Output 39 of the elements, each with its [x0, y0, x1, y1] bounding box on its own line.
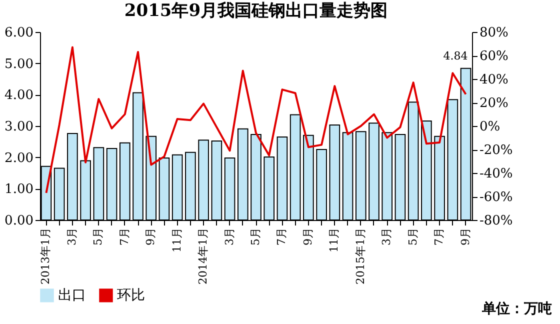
y-tick-label: 4.00: [4, 88, 34, 104]
y2-tick-label: -80%: [480, 214, 513, 228]
y-tick-label: 2.00: [4, 150, 34, 166]
y2-tick-label: 60%: [480, 49, 508, 64]
y2-tick-label: -20%: [480, 143, 513, 158]
y-tick-label: 5.00: [4, 56, 34, 72]
y-tick-label: 0.00: [4, 214, 34, 228]
x-tick-label: 3月: [222, 228, 236, 246]
x-tick-label: 2013年1月: [39, 228, 52, 284]
y2-tick-label: 40%: [480, 72, 508, 88]
x-tick-label: 11月: [328, 228, 341, 252]
x-tick-label: 5月: [249, 228, 262, 246]
legend-label: 出口: [58, 287, 86, 304]
x-tick-label: 5月: [92, 228, 105, 246]
y2-tick-label: 0%: [480, 120, 500, 134]
y-tick-label: 3.00: [4, 120, 34, 134]
y2-tick-label: 80%: [480, 26, 508, 40]
x-tick-label: 3月: [380, 228, 394, 246]
x-tick-label: 7月: [275, 228, 288, 246]
x-tick-label: 9月: [458, 228, 472, 246]
x-tick-label: 9月: [144, 228, 158, 246]
data-label: 4.84: [443, 49, 468, 62]
y2-tick-label: 20%: [480, 96, 508, 111]
x-tick-label: 5月: [406, 228, 420, 246]
x-tick-label: 2014年1月: [196, 228, 210, 284]
line-series: [45, 46, 467, 194]
y-tick-label: 1.00: [4, 182, 34, 198]
x-tick-label: 9月: [301, 228, 314, 246]
x-tick-label: 11月: [170, 228, 184, 252]
x-tick-label: 7月: [432, 228, 446, 246]
x-tick-label: 3月: [65, 228, 78, 246]
x-tick-label: 7月: [118, 228, 131, 246]
legend-label: 环比: [117, 287, 145, 304]
x-tick-label: 2015年1月: [354, 228, 367, 284]
y2-tick-label: -40%: [480, 166, 513, 182]
y2-tick-label: -60%: [480, 190, 513, 205]
text: 单位：万吨: [482, 300, 552, 318]
y-tick-label: 6.00: [4, 26, 34, 40]
chart-title: 2015年9月我国硅钢出口量走势图: [124, 1, 388, 21]
